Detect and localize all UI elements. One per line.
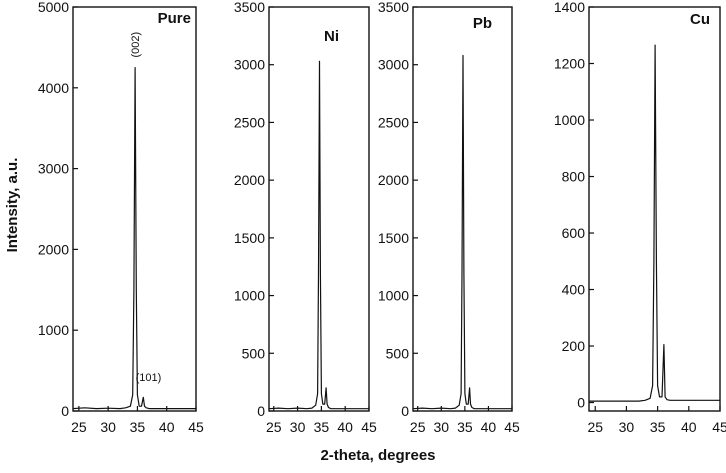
x-tick-label: 25 — [71, 419, 87, 435]
chart-panel-1: 25 30 35 40 45 0 500 1000 1500 2000 2500 3000 3500 Ni — [234, 0, 377, 435]
x-tick-label: 25 — [266, 419, 282, 435]
y-tick-label: 2000 — [234, 172, 265, 188]
x-tick-label: 40 — [481, 419, 497, 435]
y-tick-label: 3000 — [234, 57, 265, 73]
chart-panel-0: 25 30 35 40 45 0 1000 2000 3000 4000 5000 Pure (002)… — [38, 0, 204, 435]
y-tick-label: 0 — [257, 403, 265, 419]
plot-frame — [268, 6, 370, 412]
series-line-0 — [589, 44, 720, 402]
x-tick-label: 40 — [681, 419, 697, 435]
plot-frame — [72, 6, 197, 412]
chart-panel-2: 25 30 35 40 45 0 500 1000 1500 2000 2500 3000 3500 Pb — [378, 0, 520, 435]
peak-annotation: (101) — [136, 372, 162, 384]
x-tick-label: 40 — [159, 419, 175, 435]
x-tick-label: 35 — [650, 419, 666, 435]
series-line-0 — [412, 54, 512, 410]
x-tick-label: 45 — [712, 419, 726, 435]
chart-panels: 25 30 35 40 45010002000300040005000Pure(002)… — [38, 0, 726, 435]
x-tick-label: 25 — [410, 419, 426, 435]
y-tick-label: 0 — [401, 403, 409, 419]
y-tick-label: 3000 — [378, 57, 409, 73]
y-tick-label: 2000 — [378, 172, 409, 188]
x-axis-title: 2-theta, degrees — [320, 447, 435, 464]
y-tick-label: 200 — [562, 338, 586, 354]
panel-label: Ni — [324, 28, 339, 45]
x-tick-label: 45 — [504, 419, 520, 435]
y-tick-label: 0 — [577, 395, 585, 411]
y-tick-label: 3000 — [38, 161, 69, 177]
y-tick-label: 1000 — [378, 288, 409, 304]
x-tick-label: 30 — [433, 419, 449, 435]
y-tick-label: 1200 — [554, 56, 585, 72]
y-tick-label: 1500 — [378, 230, 409, 246]
series-line-0 — [268, 60, 369, 410]
x-tick-label: 35 — [314, 419, 330, 435]
y-tick-label: 3500 — [234, 0, 265, 15]
y-tick-label: 4000 — [38, 80, 69, 96]
y-tick-label: 1500 — [234, 230, 265, 246]
y-tick-label: 1000 — [554, 112, 585, 128]
y-tick-label: 2000 — [38, 241, 69, 257]
plot-frame — [588, 6, 721, 412]
x-tick-label: 25 — [587, 419, 603, 435]
y-tick-label: 600 — [562, 225, 586, 241]
y-tick-label: 1000 — [234, 288, 265, 304]
x-tick-label: 40 — [337, 419, 353, 435]
y-tick-label: 3500 — [378, 0, 409, 15]
x-tick-label: 30 — [290, 419, 306, 435]
x-tick-label: 35 — [457, 419, 473, 435]
y-tick-label: 2500 — [378, 114, 409, 130]
x-tick-label: 30 — [100, 419, 116, 435]
y-tick-label: 1000 — [38, 322, 69, 338]
y-tick-label: 5000 — [38, 0, 69, 15]
y-axis-title: Intensity, a.u. — [4, 158, 21, 253]
y-tick-label: 2500 — [234, 114, 265, 130]
y-tick-label: 400 — [562, 282, 586, 298]
panel-label: Cu — [690, 11, 710, 28]
x-tick-label: 35 — [130, 419, 146, 435]
y-tick-label: 1400 — [554, 0, 585, 15]
plot-frame — [412, 6, 513, 412]
panel-label: Pb — [473, 15, 492, 32]
panel-label: Pure — [158, 10, 191, 27]
peak-annotation: (002) — [130, 32, 142, 58]
x-tick-label: 45 — [188, 419, 204, 435]
y-tick-label: 500 — [242, 345, 266, 361]
y-tick-label: 800 — [562, 169, 586, 185]
x-tick-label: 30 — [619, 419, 635, 435]
x-tick-label: 45 — [361, 419, 377, 435]
y-tick-label: 0 — [61, 403, 69, 419]
y-tick-label: 500 — [386, 345, 410, 361]
series-line-0 — [72, 66, 196, 410]
chart-panel-3: 25 30 35 40 45 0 200 400 600 800 1000 1200 1400 Cu — [554, 0, 726, 435]
